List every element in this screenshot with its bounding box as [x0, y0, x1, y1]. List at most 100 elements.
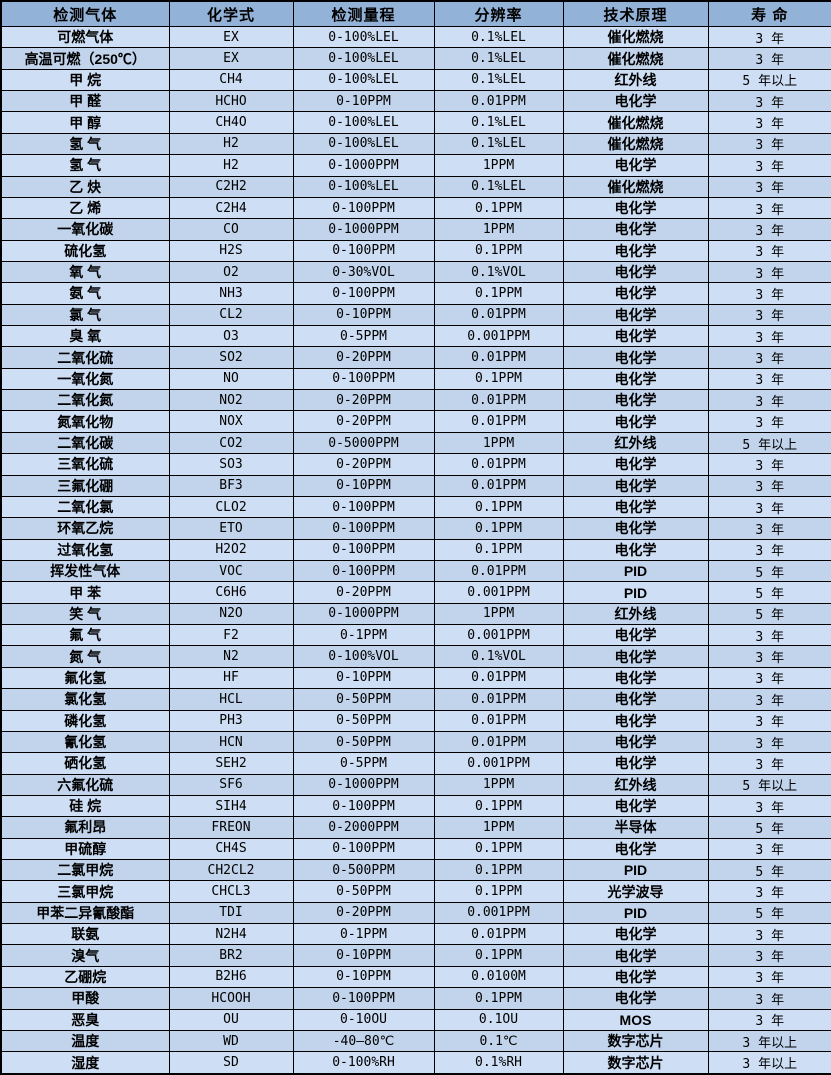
- formula-cell: EX: [168, 47, 294, 70]
- gas-name-cell: 恶臭: [0, 1008, 170, 1031]
- gas-name-cell: 硫化氢: [0, 239, 170, 262]
- range-cell: 0-50PPM: [292, 688, 435, 711]
- range-cell: 0-100%LEL: [292, 175, 435, 198]
- table-row: 氯化氢 HCL 0-50PPM 0.01PPM 电化学 3 年: [0, 688, 831, 711]
- resolution-cell: 0.1%LEL: [433, 111, 564, 134]
- table-row: 氯 气 CL2 0-10PPM 0.01PPM 电化学 3 年: [0, 303, 831, 327]
- lifespan-cell: 3 年: [707, 688, 831, 711]
- table-row: 三氧化硫 SO3 0-20PPM 0.01PPM 电化学 3 年: [0, 453, 831, 476]
- range-cell: 0-100PPM: [292, 837, 435, 861]
- formula-cell: OU: [168, 1008, 294, 1031]
- range-cell: 0-100PPM: [292, 196, 435, 220]
- gas-name-cell: 氟 气: [0, 624, 170, 647]
- formula-cell: FREON: [168, 816, 294, 839]
- principle-cell: 电化学: [562, 965, 709, 989]
- range-cell: 0-50PPM: [292, 730, 435, 754]
- resolution-cell: 0.001PPM: [433, 901, 564, 925]
- table-row: 笑 气 N2O 0-1000PPM 1PPM 红外线 5 年: [0, 602, 831, 626]
- formula-cell: SF6: [168, 773, 294, 796]
- resolution-cell: 0.1℃: [433, 1029, 564, 1053]
- range-cell: 0-100%RH: [292, 1051, 435, 1075]
- gas-name-cell: 甲 烷: [0, 68, 170, 92]
- resolution-cell: 0.01PPM: [433, 730, 564, 754]
- resolution-cell: 0.1%RH: [433, 1051, 564, 1075]
- formula-cell: HF: [168, 666, 294, 690]
- formula-cell: NO: [168, 367, 294, 391]
- principle-cell: 电化学: [562, 218, 709, 241]
- resolution-cell: 0.1PPM: [433, 859, 564, 882]
- resolution-cell: 0.01PPM: [433, 923, 564, 946]
- range-cell: 0-1000PPM: [292, 154, 435, 177]
- resolution-cell: 0.01PPM: [433, 474, 564, 497]
- lifespan-cell: 3 年: [707, 410, 831, 433]
- table-row: 氧 气 O2 0-30%VOL 0.1%VOL 电化学 3 年: [0, 260, 831, 284]
- range-cell: 0-100PPM: [292, 987, 435, 1010]
- gas-name-cell: 甲 醇: [0, 111, 170, 134]
- range-cell: 0-1000PPM: [292, 773, 435, 796]
- resolution-cell: 0.01PPM: [433, 90, 564, 113]
- lifespan-cell: 5 年: [707, 859, 831, 882]
- formula-cell: NOX: [168, 410, 294, 433]
- range-cell: 0-10PPM: [292, 474, 435, 497]
- principle-cell: 催化燃烧: [562, 175, 709, 198]
- lifespan-cell: 3 年: [707, 624, 831, 647]
- range-cell: 0-100PPM: [292, 559, 435, 583]
- table-row: 一氧化碳 CO 0-1000PPM 1PPM 电化学 3 年: [0, 218, 831, 241]
- principle-cell: 电化学: [562, 90, 709, 113]
- gas-name-cell: 氮 气: [0, 645, 170, 668]
- range-cell: 0-20PPM: [292, 410, 435, 433]
- resolution-cell: 1PPM: [433, 602, 564, 626]
- table-row: 甲硫醇 CH4S 0-100PPM 0.1PPM 电化学 3 年: [0, 837, 831, 861]
- principle-cell: 电化学: [562, 538, 709, 561]
- table-row: 氟利昂 FREON 0-2000PPM 1PPM 半导体 5 年: [0, 816, 831, 839]
- principle-cell: 电化学: [562, 367, 709, 391]
- gas-name-cell: 氧 气: [0, 260, 170, 284]
- table-row: 氟化氢 HF 0-10PPM 0.01PPM 电化学 3 年: [0, 666, 831, 690]
- table-row: 臭 氧 O3 0-5PPM 0.001PPM 电化学 3 年: [0, 325, 831, 348]
- table-row: 甲 烷 CH4 0-100%LEL 0.1%LEL 红外线 5 年以上: [0, 68, 831, 92]
- range-cell: 0-2000PPM: [292, 816, 435, 839]
- formula-cell: SO3: [168, 453, 294, 476]
- lifespan-cell: 3 年: [707, 837, 831, 861]
- resolution-cell: 0.1PPM: [433, 239, 564, 262]
- resolution-cell: 0.1PPM: [433, 944, 564, 967]
- gas-name-cell: 二氧化硫: [0, 346, 170, 369]
- formula-cell: TDI: [168, 901, 294, 925]
- formula-cell: CO: [168, 218, 294, 241]
- principle-cell: MOS: [562, 1008, 709, 1031]
- range-cell: 0-20PPM: [292, 346, 435, 369]
- lifespan-cell: 3 年: [707, 154, 831, 177]
- principle-cell: 数字芯片: [562, 1029, 709, 1053]
- table-row: 硒化氢 SEH2 0-5PPM 0.001PPM 电化学 3 年: [0, 752, 831, 775]
- gas-name-cell: 乙硼烷: [0, 965, 170, 989]
- range-cell: 0-100PPM: [292, 239, 435, 262]
- header-principle: 技术原理: [562, 0, 709, 27]
- lifespan-cell: 3 年: [707, 730, 831, 754]
- range-cell: 0-10PPM: [292, 944, 435, 967]
- resolution-cell: 0.01PPM: [433, 453, 564, 476]
- principle-cell: 电化学: [562, 752, 709, 775]
- lifespan-cell: 3 年: [707, 175, 831, 198]
- range-cell: 0-1000PPM: [292, 602, 435, 626]
- formula-cell: HCOOH: [168, 987, 294, 1010]
- resolution-cell: 0.01PPM: [433, 709, 564, 732]
- table-row: 一氧化氮 NO 0-100PPM 0.1PPM 电化学 3 年: [0, 367, 831, 391]
- resolution-cell: 1PPM: [433, 431, 564, 455]
- table-row: 二氯甲烷 CH2CL2 0-500PPM 0.1PPM PID 5 年: [0, 859, 831, 882]
- resolution-cell: 0.01PPM: [433, 688, 564, 711]
- resolution-cell: 0.01PPM: [433, 303, 564, 327]
- lifespan-cell: 3 年: [707, 25, 831, 49]
- range-cell: 0-100PPM: [292, 495, 435, 519]
- range-cell: 0-10PPM: [292, 965, 435, 989]
- formula-cell: H2: [168, 132, 294, 156]
- resolution-cell: 0.1PPM: [433, 495, 564, 519]
- table-row: 六氟化硫 SF6 0-1000PPM 1PPM 红外线 5 年以上: [0, 773, 831, 796]
- table-row: 挥发性气体 VOC 0-100PPM 0.01PPM PID 5 年: [0, 559, 831, 583]
- lifespan-cell: 3 年: [707, 794, 831, 818]
- gas-name-cell: 过氧化氢: [0, 538, 170, 561]
- resolution-cell: 1PPM: [433, 773, 564, 796]
- table-row: 氮氧化物 NOX 0-20PPM 0.01PPM 电化学 3 年: [0, 410, 831, 433]
- gas-name-cell: 氨 气: [0, 282, 170, 305]
- lifespan-cell: 5 年: [707, 559, 831, 583]
